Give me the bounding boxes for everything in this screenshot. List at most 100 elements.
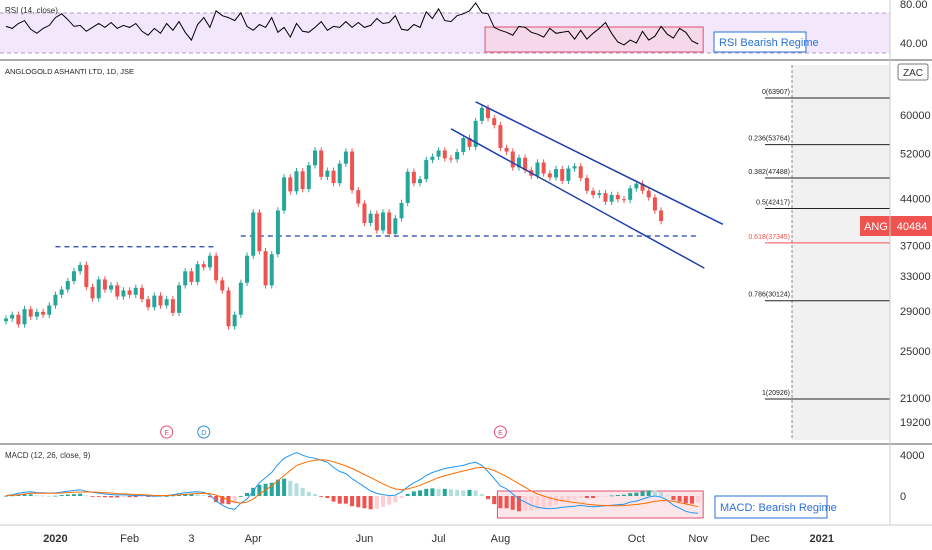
macd-signal-line <box>5 459 699 508</box>
time-axis-tick-9: Dec <box>750 533 770 545</box>
macd-histogram-bar <box>683 496 688 504</box>
candle-body <box>467 137 472 147</box>
price-axis-tick-6: 25000 <box>900 346 931 358</box>
macd-histogram-bar <box>170 495 175 497</box>
event-marker-2[interactable] <box>493 425 507 439</box>
candle-body <box>177 285 182 313</box>
macd-histogram-bar <box>665 495 670 497</box>
candle-body <box>343 151 348 164</box>
macd-histogram-bar <box>510 496 515 510</box>
price-axis-tick-5: 29000 <box>900 306 931 318</box>
candle-body <box>356 190 361 204</box>
macd-histogram-bar <box>609 495 614 497</box>
macd-histogram-bar <box>146 496 151 497</box>
event-marker-label-0: E <box>164 430 169 437</box>
time-axis-tick-0: 2020 <box>43 533 67 545</box>
channel-upper-line <box>475 101 724 225</box>
macd-histogram-bar <box>319 496 324 497</box>
candle-body <box>263 251 268 286</box>
candle-body <box>34 311 39 317</box>
macd-histogram-bar <box>183 494 188 496</box>
candle-body <box>28 309 33 317</box>
macd-histogram-bar <box>220 496 225 504</box>
candle-body <box>362 203 367 223</box>
candle-body <box>139 287 144 300</box>
candle-body <box>207 255 212 268</box>
candle-body <box>640 183 645 191</box>
candle-body <box>319 150 324 177</box>
candle-body <box>572 166 577 169</box>
candle-body <box>226 290 231 327</box>
event-marker-0[interactable] <box>160 425 174 439</box>
candle-body <box>4 318 8 322</box>
price-title: ANGLOGOLD ASHANTI LTD, 1D, JSE <box>5 67 134 76</box>
macd-pane[interactable]: MACD (12, 26, close, 9) MACD: Bearish Re… <box>4 451 837 519</box>
macd-title: MACD (12, 26, close, 9) <box>5 451 91 460</box>
candle-body <box>220 280 225 291</box>
candle-body <box>59 289 64 295</box>
macd-histogram-bar <box>109 496 114 498</box>
candle-body <box>560 169 565 181</box>
macd-histogram-bar <box>393 496 398 503</box>
macd-histogram-bar <box>603 496 608 497</box>
candle-body <box>436 150 441 157</box>
macd-histogram-bar <box>597 496 602 498</box>
candle-body <box>541 162 546 174</box>
price-axis-tick-7: 21000 <box>900 393 931 405</box>
macd-histogram-bar <box>306 491 311 496</box>
candle-body <box>510 151 515 168</box>
rsi-line <box>5 2 699 46</box>
currency-badge[interactable] <box>897 63 929 81</box>
price-axis-tick-1: 52000 <box>900 149 931 161</box>
fib-label-5: 0.786(30124) <box>748 292 790 299</box>
candle-body <box>41 311 46 315</box>
macd-histogram-bar <box>584 496 589 499</box>
macd-histogram-bar <box>368 496 373 510</box>
price-pane[interactable]: ANGLOGOLD ASHANTI LTD, 1D, JSE 0(63907) 0… <box>4 63 932 440</box>
candle-body <box>201 264 206 268</box>
fib-label-0: 0(63907) <box>762 89 790 96</box>
rsi-pane[interactable]: RSI (14, close) RSI Bearish Regime <box>0 2 890 54</box>
currency-label: ZAC <box>903 68 923 79</box>
macd-histogram-bar <box>523 496 528 511</box>
event-marker-1[interactable] <box>197 425 211 439</box>
candle-body <box>628 188 633 200</box>
candle-body <box>269 254 274 286</box>
candle-body <box>282 177 287 211</box>
candle-body <box>368 213 373 223</box>
candle-body <box>591 190 596 195</box>
macd-histogram-bar <box>245 492 250 496</box>
candle-body <box>195 264 200 282</box>
candle-body <box>486 107 491 119</box>
macd-annotation-box <box>714 495 828 519</box>
macd-histogram-bar <box>232 496 237 504</box>
rsi-title: RSI (14, close) <box>5 6 58 15</box>
macd-histogram-bar <box>78 493 83 496</box>
candle-body <box>350 151 355 191</box>
candle-body <box>22 309 27 325</box>
time-axis-tick-10: 2021 <box>810 533 834 545</box>
event-marker-label-2: E <box>498 430 503 437</box>
candle-body <box>84 264 89 287</box>
time-axis-tick-8: Nov <box>688 533 708 545</box>
candle-body <box>251 212 256 256</box>
macd-histogram-bar <box>71 494 76 496</box>
candle-body <box>90 286 95 299</box>
macd-histogram-bar <box>591 496 596 499</box>
candle-body <box>380 212 385 231</box>
macd-histogram-bar <box>405 493 410 496</box>
macd-annotation: MACD: Bearish Regime <box>720 502 837 514</box>
macd-histogram-bar <box>677 496 682 502</box>
macd-histogram-bar <box>65 494 70 496</box>
macd-histogram-bar <box>282 478 287 496</box>
candle-body <box>498 125 503 148</box>
macd-histogram-bar <box>535 496 540 510</box>
macd-histogram-bar <box>16 494 21 496</box>
macd-histogram-bar <box>331 496 336 502</box>
candle-body <box>109 285 114 290</box>
fib-label-4: 0.618(37345) <box>748 234 790 241</box>
candle-body <box>448 158 453 160</box>
macd-histogram-bar <box>294 483 299 496</box>
candle-body <box>634 183 639 189</box>
